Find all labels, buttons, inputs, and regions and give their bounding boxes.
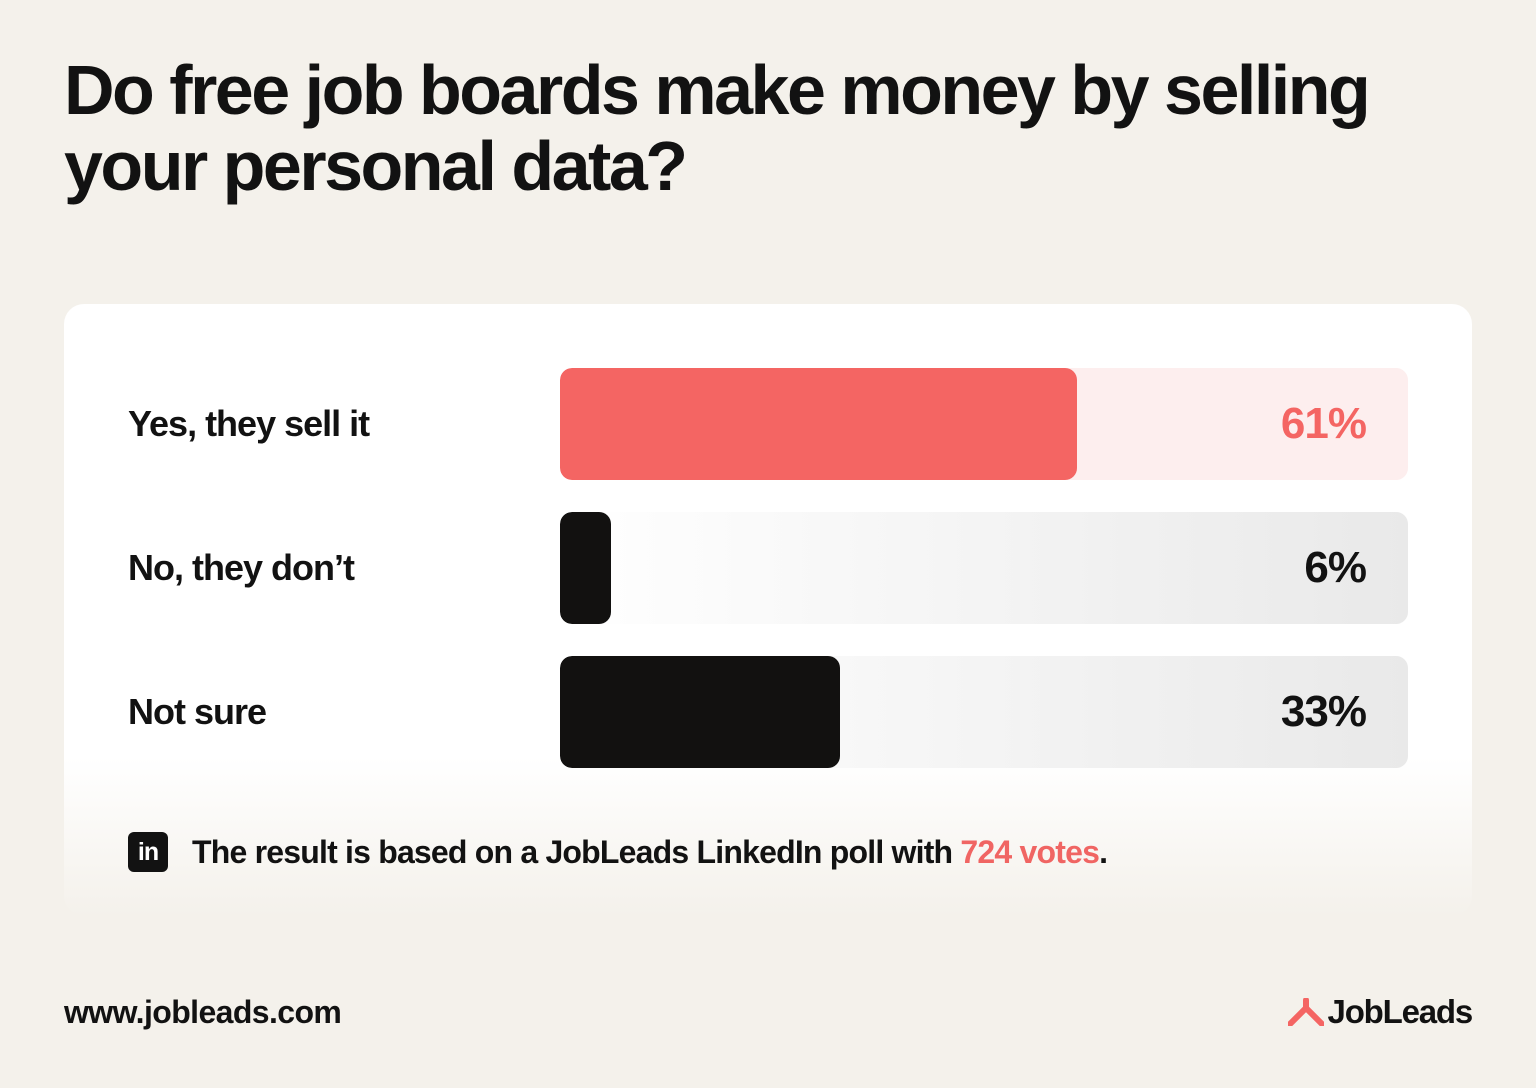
note-text-before: The result is based on a JobLeads Linked… [192, 833, 961, 870]
brand-logo: JobLeads [1287, 992, 1474, 1032]
bar-category-label: Not sure [128, 691, 267, 732]
bar-value-label: 33% [1280, 687, 1367, 736]
jobleads-mark-icon [1287, 998, 1324, 1026]
linkedin-icon: in [128, 832, 168, 872]
linkedin-icon-text: in [137, 837, 159, 866]
bar-category-label: No, they don’t [128, 547, 355, 588]
bar [560, 512, 611, 624]
poll-source-text: The result is based on a JobLeads Linked… [192, 833, 1108, 871]
bar-track: 61% [560, 368, 1408, 480]
bar [560, 368, 1077, 480]
bar-track: 33% [560, 656, 1408, 768]
brand-name: JobLeads [1327, 993, 1474, 1030]
bar-category-label: Yes, they sell it [128, 403, 370, 444]
bar-value-label: 61% [1280, 399, 1367, 448]
poll-card: Yes, they sell it 61% No, they don’t 6% Not … [64, 304, 1472, 916]
votes-count: 724 votes [960, 833, 1100, 870]
bar-row: Yes, they sell it 61% [64, 368, 1472, 480]
bar-value-label: 6% [1304, 543, 1367, 592]
page-title: Do free job boards make money by selling… [64, 51, 1371, 205]
bar-row: Not sure 33% [64, 656, 1472, 768]
website-link[interactable]: www.jobleads.com [64, 994, 342, 1030]
bar-row: No, they don’t 6% [64, 512, 1472, 624]
note-text-after: . [1099, 833, 1108, 870]
bar-track: 6% [560, 512, 1408, 624]
bar [560, 656, 840, 768]
poll-source-note: in The result is based on a JobLeads Lin… [128, 832, 1108, 872]
